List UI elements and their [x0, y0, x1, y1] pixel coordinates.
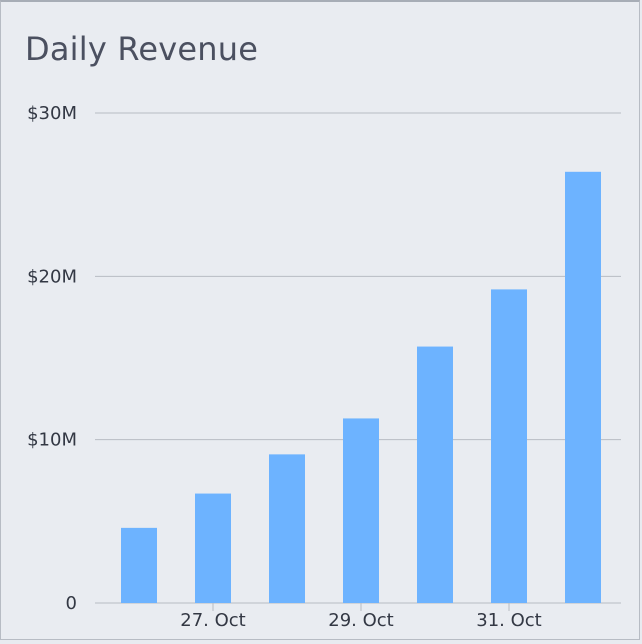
bar-27-oct[interactable]	[195, 493, 231, 603]
bar-29-oct[interactable]	[343, 418, 379, 603]
y-tick-label: 0	[66, 593, 77, 614]
y-tick-label: $10M	[27, 430, 77, 451]
bar-31-oct[interactable]	[491, 289, 527, 603]
bar-26-oct[interactable]	[121, 527, 157, 603]
x-tick-label: 29. Oct	[328, 610, 393, 631]
bar-30-oct[interactable]	[417, 346, 453, 603]
y-tick-label: $30M	[27, 103, 77, 124]
bar-28-oct[interactable]	[269, 454, 305, 603]
y-tick-label: $20M	[27, 266, 77, 287]
chart-title: Daily Revenue	[25, 30, 259, 68]
bar-1-nov[interactable]	[565, 171, 601, 604]
x-tick-label: 27. Oct	[180, 610, 245, 631]
x-tick-label: 31. Oct	[476, 610, 541, 631]
